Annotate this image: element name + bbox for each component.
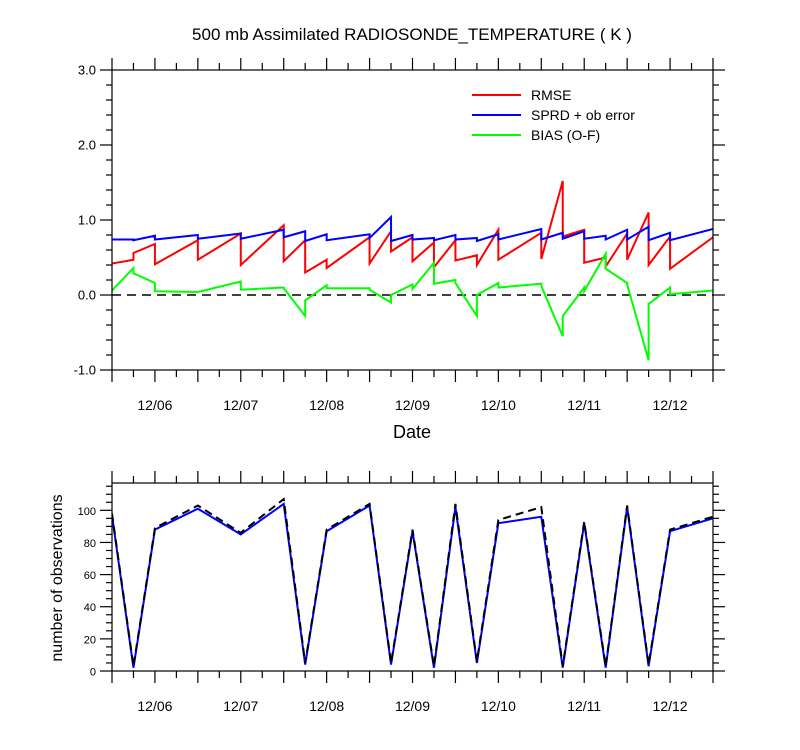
y-tick-label: 20 bbox=[84, 634, 96, 646]
legend-label-sprd-ob-error: SPRD + ob error bbox=[531, 107, 635, 123]
legend: RMSE SPRD + ob error BIAS (O-F) bbox=[472, 87, 635, 143]
x-tick-label: 12/11 bbox=[567, 698, 601, 714]
y-tick-label: 1.0 bbox=[78, 213, 96, 228]
series-line-rmse bbox=[112, 180, 713, 275]
x-tick-label: 12/12 bbox=[653, 698, 688, 714]
bottom-chart: 0 20 40 60 80 100 12/06 12/07 12/08 12/09 12/10 12/… bbox=[49, 471, 725, 714]
x-tick-label: 12/09 bbox=[395, 397, 430, 413]
x-tick-label: 12/06 bbox=[137, 698, 172, 714]
series-line-observations-assimilated bbox=[112, 502, 713, 668]
y-tick-label: 2.0 bbox=[78, 138, 96, 153]
x-tick-label: 12/08 bbox=[309, 698, 344, 714]
x-tick-label: 12/06 bbox=[137, 397, 172, 413]
y-tick-label: 80 bbox=[84, 538, 96, 550]
y-tick-label: 40 bbox=[84, 602, 96, 614]
y-tick-label: 3.0 bbox=[78, 63, 96, 78]
series-line-bias-o-f bbox=[112, 249, 713, 361]
y-tick-label: 100 bbox=[78, 506, 96, 518]
y-tick-label: 60 bbox=[84, 570, 96, 582]
x-tick-label: 12/10 bbox=[481, 698, 516, 714]
chart-title: 500 mb Assimilated RADIOSONDE_TEMPERATUR… bbox=[192, 25, 632, 44]
y-tick-label: -1.0 bbox=[74, 363, 96, 378]
legend-label-bias-o-f: BIAS (O-F) bbox=[531, 127, 600, 143]
series-line-sprd-ob-error bbox=[112, 214, 713, 243]
top-chart: 500 mb Assimilated RADIOSONDE_TEMPERATUR… bbox=[74, 25, 725, 442]
y-axis-label: number of observations bbox=[49, 494, 66, 661]
x-tick-label: 12/08 bbox=[309, 397, 344, 413]
series-line-observations-total bbox=[112, 497, 713, 667]
bottom-plot-area: 0 20 40 60 80 100 12/06 12/07 12/08 12/09 12/10 12/… bbox=[78, 471, 725, 714]
x-tick-label: 12/09 bbox=[395, 698, 430, 714]
x-tick-label: 12/07 bbox=[223, 397, 258, 413]
legend-label-rmse: RMSE bbox=[531, 87, 571, 103]
x-axis-label: Date bbox=[393, 422, 431, 442]
y-tick-label: 0 bbox=[90, 667, 96, 679]
x-tick-label: 12/11 bbox=[567, 397, 601, 413]
y-tick-label: 0.0 bbox=[78, 288, 96, 303]
x-tick-label: 12/07 bbox=[223, 698, 258, 714]
x-tick-label: 12/12 bbox=[653, 397, 688, 413]
x-tick-label: 12/10 bbox=[481, 397, 516, 413]
top-plot-area: -1.0 0.0 1.0 2.0 3.0 12/06 12/07 12/08 12/09 12/1… bbox=[74, 58, 725, 413]
